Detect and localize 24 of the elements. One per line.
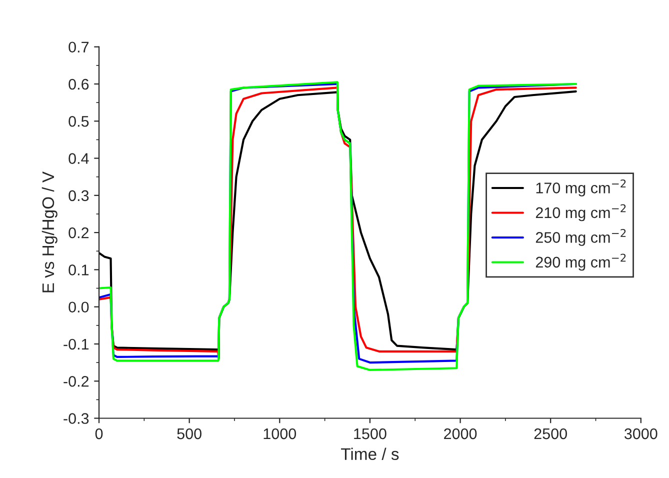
y-tick-label: 0.1 bbox=[68, 264, 89, 276]
x-tick-label: 3000 bbox=[624, 428, 658, 440]
y-tick-label: -0.3 bbox=[64, 413, 89, 424]
legend-label: 210 mg cm$^{−2}$ bbox=[536, 204, 626, 222]
y-tick-label: 0.3 bbox=[68, 190, 89, 202]
x-tick-label: 0 bbox=[95, 428, 103, 440]
y-tick-label: 0.5 bbox=[68, 116, 89, 127]
y-tick-label: 0.4 bbox=[68, 153, 89, 164]
x-axis-title: Time / s bbox=[341, 448, 399, 460]
x-tick-label: 1000 bbox=[264, 428, 296, 440]
legend-label: 250 mg cm$^{−2}$ bbox=[536, 228, 626, 246]
x-tick-label: 500 bbox=[177, 428, 202, 440]
legend-label: 170 mg cm$^{−2}$ bbox=[536, 179, 626, 196]
legend-label: 290 mg cm$^{−2}$ bbox=[536, 254, 626, 271]
y-axis-title: E vs Hg/HgO / V bbox=[42, 171, 58, 292]
y-tick-label: 0.0 bbox=[68, 302, 89, 313]
x-tick-label: 2500 bbox=[534, 428, 567, 440]
y-tick-label: 0.6 bbox=[68, 78, 89, 90]
x-tick-label: 2000 bbox=[444, 428, 477, 440]
y-tick-label: 0.2 bbox=[68, 227, 89, 238]
y-tick-label: 0.7 bbox=[68, 42, 89, 53]
y-tick-label: -0.2 bbox=[64, 376, 89, 387]
y-tick-label: -0.1 bbox=[64, 338, 89, 350]
x-tick-label: 1500 bbox=[354, 428, 386, 440]
